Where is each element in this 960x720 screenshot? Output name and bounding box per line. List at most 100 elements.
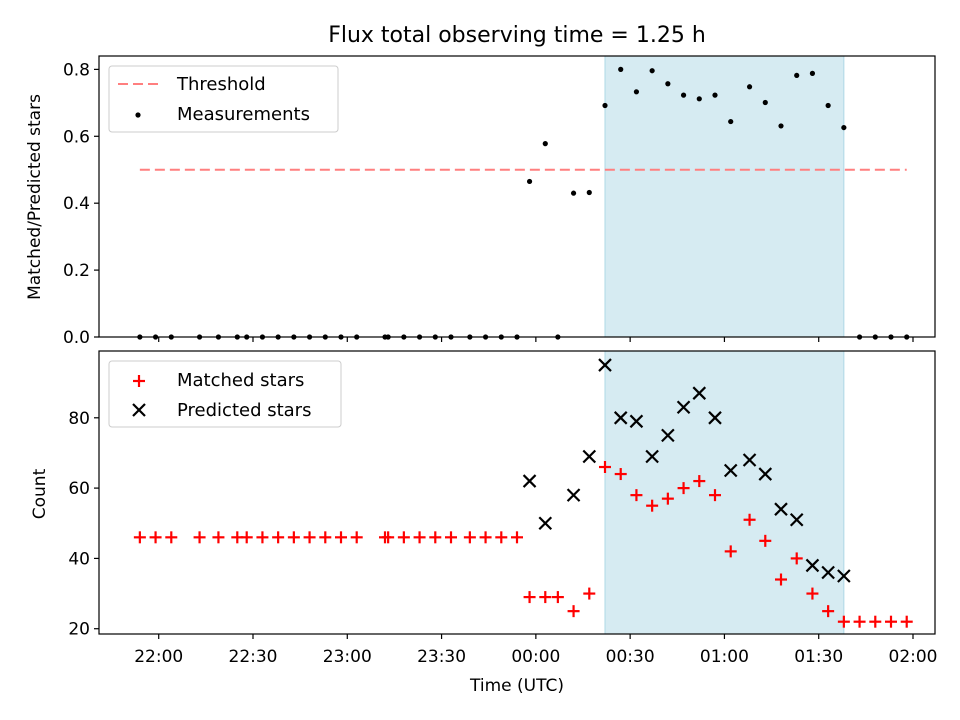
matched-star-point (551, 591, 564, 604)
measurement-point (712, 92, 718, 98)
predicted-stars-points (522, 358, 851, 583)
x-tick-label: 23:00 (323, 647, 372, 667)
matched-star-point (806, 587, 819, 600)
measurement-point (825, 102, 831, 109)
bottom-shaded-region (604, 350, 845, 635)
matched-star-point (614, 468, 627, 481)
matched-star-point (511, 531, 523, 544)
matched-star-point (759, 534, 772, 547)
bottom-y-axis: 20 40 60 80 (68, 409, 99, 640)
matched-star-point (743, 513, 756, 526)
matched-stars-points (133, 461, 913, 628)
top-legend: Threshold Measurements (108, 65, 339, 133)
matched-star-point (661, 492, 674, 505)
cross-b (774, 502, 788, 516)
matched-star-point (429, 531, 442, 544)
matched-star-point (272, 531, 285, 544)
matched-star-point (133, 531, 146, 544)
cross-b (708, 411, 722, 425)
top-y-tick-label: 0.6 (63, 127, 90, 147)
top-legend-box (108, 65, 339, 133)
measurement-point (602, 102, 608, 109)
bottom-legend: Matched stars Predicted stars (108, 360, 342, 428)
matched-star-point (693, 475, 706, 488)
cross-b (613, 411, 628, 425)
x-tick-label: 00:30 (606, 647, 655, 667)
predicted-star-point (538, 516, 553, 531)
top-y-axis: 0.0 0.2 0.4 0.6 0.8 (63, 60, 99, 348)
measurement-point (526, 178, 533, 185)
predicted-star-point (742, 453, 757, 467)
top-axes-frame (98, 55, 936, 338)
matched-star-point (287, 531, 300, 544)
measurement-point (586, 189, 592, 196)
measurement-point (649, 68, 655, 74)
predicted-star-point (629, 414, 644, 429)
x-tick-label: 23:30 (417, 647, 466, 667)
bottom-y-axis-label: Count (30, 468, 50, 519)
predicted-star-point (522, 474, 537, 488)
cross-b (566, 488, 581, 502)
matched-star-point (479, 531, 492, 544)
cross-b (789, 512, 804, 527)
x-axis-label: Time (UTC) (469, 676, 564, 696)
bottom-legend-box (108, 360, 342, 428)
predicted-star-point (613, 411, 628, 425)
cross-b (758, 467, 773, 481)
matched-star-point (256, 531, 269, 544)
matched-star-point (775, 573, 787, 586)
cross-b (582, 449, 597, 464)
predicted-star-point (566, 488, 581, 502)
bottom-y-tick-label: 80 (68, 409, 90, 429)
matched-star-point (303, 531, 316, 544)
legend-predicted-swatch (132, 403, 146, 417)
cross-b (522, 474, 537, 488)
predicted-star-point (661, 428, 675, 443)
predicted-star-point (582, 449, 597, 464)
predicted-star-point (837, 569, 851, 583)
matched-star-point (567, 605, 580, 618)
legend-measurements-swatch (135, 112, 141, 118)
cross-b (629, 414, 644, 429)
measurement-point (841, 124, 847, 131)
cross-b (598, 358, 612, 372)
x-tick-label: 22:30 (229, 647, 278, 667)
bottom-x-axis: 22:00 22:30 23:00 23:30 00:00 00:30 01:00 01:30… (134, 634, 938, 667)
x-tick-label: 00:00 (511, 647, 560, 667)
cross-b (837, 569, 851, 583)
matched-star-point (463, 531, 476, 544)
top-y-tick-label: 0.2 (63, 261, 90, 281)
predicted-star-point (598, 358, 612, 372)
matched-star-point (149, 531, 162, 544)
chart-title: Flux total observing time = 1.25 h (328, 23, 706, 48)
measurement-point (680, 92, 687, 98)
matched-star-point (413, 531, 426, 544)
predicted-star-point (645, 449, 659, 464)
predicted-star-point (676, 400, 691, 415)
legend-threshold-label: Threshold (176, 74, 266, 95)
matched-star-point (869, 615, 882, 628)
top-shaded-region (604, 55, 845, 338)
matched-star-point (319, 531, 332, 544)
matched-star-point (523, 591, 536, 604)
matched-star-point (165, 531, 178, 544)
cross-b (692, 386, 707, 400)
matched-star-point (193, 531, 206, 544)
measurement-point (809, 70, 816, 76)
legend-predicted-label: Predicted stars (177, 400, 311, 421)
cross-b (645, 449, 659, 464)
matched-star-point (212, 531, 225, 544)
matched-star-point (853, 615, 866, 628)
measurement-point (542, 141, 548, 147)
bottom-y-tick-label: 20 (68, 620, 90, 640)
matched-star-point (790, 552, 803, 565)
cross-b (538, 516, 553, 531)
matched-star-point (583, 587, 596, 600)
x-tick-label: 01:30 (794, 647, 843, 667)
bottom-y-tick-label: 40 (68, 549, 90, 569)
matched-star-point (822, 605, 835, 618)
cross-b (676, 400, 691, 415)
measurement-point (618, 66, 624, 72)
predicted-star-point (789, 512, 804, 527)
